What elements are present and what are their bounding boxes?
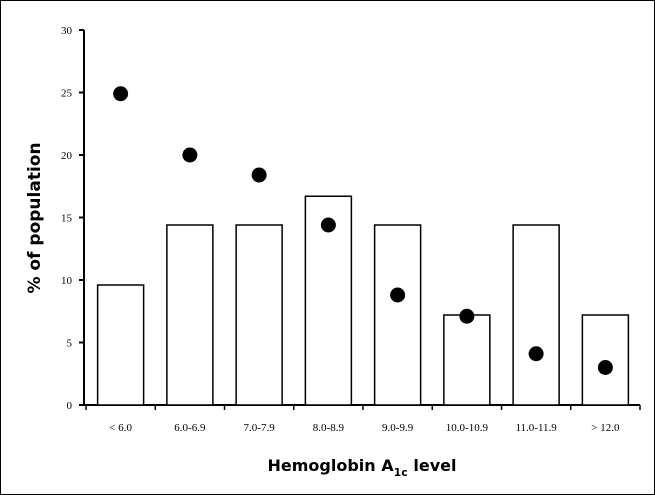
x-axis: < 6.0 6.0-6.9 7.0-7.9 8.0-8.9 9.0-9.9 10.0-10… [83, 404, 641, 434]
x-tick-label: 6.0-6.9 [174, 422, 206, 434]
data-point [597, 360, 613, 375]
bar-series [96, 195, 630, 406]
data-point [320, 217, 336, 233]
data-point [251, 167, 267, 183]
data-point [113, 86, 129, 102]
x-tick-label: 9.0-9.9 [382, 422, 414, 434]
y-tick-label: 10 [61, 275, 73, 287]
bar [443, 314, 491, 406]
bar [373, 224, 422, 406]
x-tick-label: 10.0-10.9 [446, 422, 489, 434]
x-tick-label: > 12.0 [591, 422, 620, 434]
dot-series [113, 86, 613, 375]
y-axis: 0 5 10 15 20 25 30 [61, 25, 85, 412]
y-axis-title: % of population [25, 142, 45, 293]
x-tick-label: 7.0-7.9 [244, 422, 276, 434]
data-point [528, 346, 544, 362]
y-tick-label: 0 [67, 400, 73, 412]
bar [166, 224, 214, 406]
x-axis-title-suffix: level [408, 456, 457, 475]
x-tick-label: < 6.0 [109, 422, 132, 434]
y-tick-label: 20 [61, 150, 73, 162]
x-axis-title-main: Hemoglobin A [268, 456, 395, 475]
bar [96, 284, 145, 406]
bar [235, 224, 283, 406]
data-point [390, 287, 406, 303]
y-tick-label: 25 [61, 88, 73, 100]
bar [512, 224, 560, 406]
y-tick-label: 15 [61, 213, 73, 225]
y-tick-label: 30 [61, 25, 73, 37]
x-tick-label: 11.0-11.9 [515, 422, 557, 434]
data-point [459, 308, 475, 324]
x-axis-title: Hemoglobin A1c level [268, 456, 457, 479]
y-tick-label: 5 [67, 338, 73, 350]
x-axis-title-subscript: 1c [394, 466, 408, 479]
x-tick-label: 8.0-8.9 [313, 422, 345, 434]
data-point [182, 147, 198, 163]
